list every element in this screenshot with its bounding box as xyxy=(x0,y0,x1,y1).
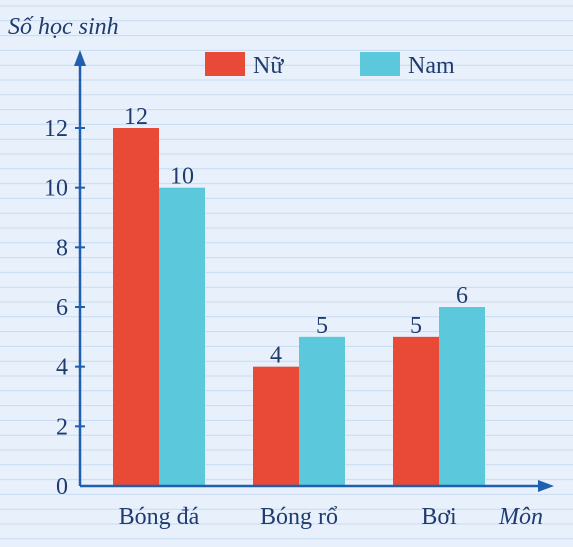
y-axis-title: Số học sinh xyxy=(8,14,119,40)
legend: Nữ Nam xyxy=(205,52,455,79)
bar-Nam xyxy=(299,336,345,486)
y-tick-label: 2 xyxy=(56,414,68,440)
legend-swatch xyxy=(205,52,245,76)
y-tick-label: 8 xyxy=(56,235,68,261)
bars xyxy=(113,128,485,486)
y-tick-label: 12 xyxy=(44,116,68,142)
y-tick-label: 6 xyxy=(56,295,68,321)
bar-value-label: 10 xyxy=(170,164,194,190)
y-ticks: 0 2 4 6 8 10 12 xyxy=(44,116,85,500)
bar-Nữ xyxy=(393,336,439,486)
y-tick-label: 4 xyxy=(56,355,68,381)
bar-Nam xyxy=(439,307,485,486)
y-tick-label: 10 xyxy=(44,176,68,202)
bar-Nữ xyxy=(253,366,299,486)
category-label: Bơi xyxy=(421,504,457,530)
bar-value-label: 5 xyxy=(410,313,422,339)
bar-Nam xyxy=(159,187,205,486)
y-axis-arrow xyxy=(74,50,86,66)
bar-value-label: 6 xyxy=(456,283,468,309)
legend-swatch xyxy=(360,52,400,76)
legend-label: Nam xyxy=(408,53,455,79)
category-label: Bóng rổ xyxy=(260,504,338,530)
data-labels: 12 10 4 5 5 6 xyxy=(124,104,468,369)
bar-value-label: 4 xyxy=(270,343,282,369)
category-labels: Bóng đá Bóng rổ Bơi xyxy=(119,504,457,530)
bar-value-label: 12 xyxy=(124,104,148,130)
y-tick-label: 0 xyxy=(56,474,68,500)
bar-value-label: 5 xyxy=(316,313,328,339)
x-axis-arrow xyxy=(538,480,554,492)
axes xyxy=(74,50,554,492)
x-axis-title: Môn xyxy=(498,504,543,530)
legend-label: Nữ xyxy=(253,53,284,79)
bar-Nữ xyxy=(113,128,159,486)
category-label: Bóng đá xyxy=(119,504,200,530)
